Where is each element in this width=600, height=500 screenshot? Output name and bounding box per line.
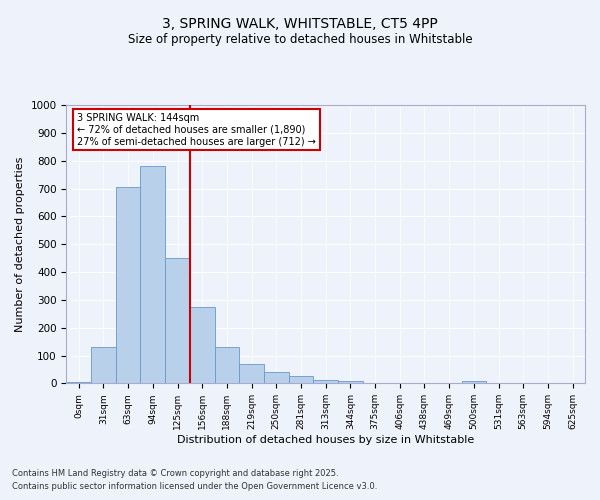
Text: Size of property relative to detached houses in Whitstable: Size of property relative to detached ho… [128, 32, 472, 46]
Text: 3, SPRING WALK, WHITSTABLE, CT5 4PP: 3, SPRING WALK, WHITSTABLE, CT5 4PP [162, 18, 438, 32]
Bar [91, 347, 116, 384]
Y-axis label: Number of detached properties: Number of detached properties [15, 156, 25, 332]
Bar [165, 258, 190, 384]
Text: Contains HM Land Registry data © Crown copyright and database right 2025.: Contains HM Land Registry data © Crown c… [12, 468, 338, 477]
Bar [190, 307, 215, 384]
Bar [239, 364, 264, 384]
Text: Contains public sector information licensed under the Open Government Licence v3: Contains public sector information licen… [12, 482, 377, 491]
Bar [338, 380, 363, 384]
Bar [116, 187, 140, 384]
X-axis label: Distribution of detached houses by size in Whitstable: Distribution of detached houses by size … [177, 435, 475, 445]
Bar [461, 381, 486, 384]
Bar [363, 383, 388, 384]
Text: 3 SPRING WALK: 144sqm
← 72% of detached houses are smaller (1,890)
27% of semi-d: 3 SPRING WALK: 144sqm ← 72% of detached … [77, 114, 316, 146]
Bar [313, 380, 338, 384]
Bar [264, 372, 289, 384]
Bar [67, 382, 91, 384]
Bar [289, 376, 313, 384]
Bar [215, 346, 239, 384]
Bar [140, 166, 165, 384]
